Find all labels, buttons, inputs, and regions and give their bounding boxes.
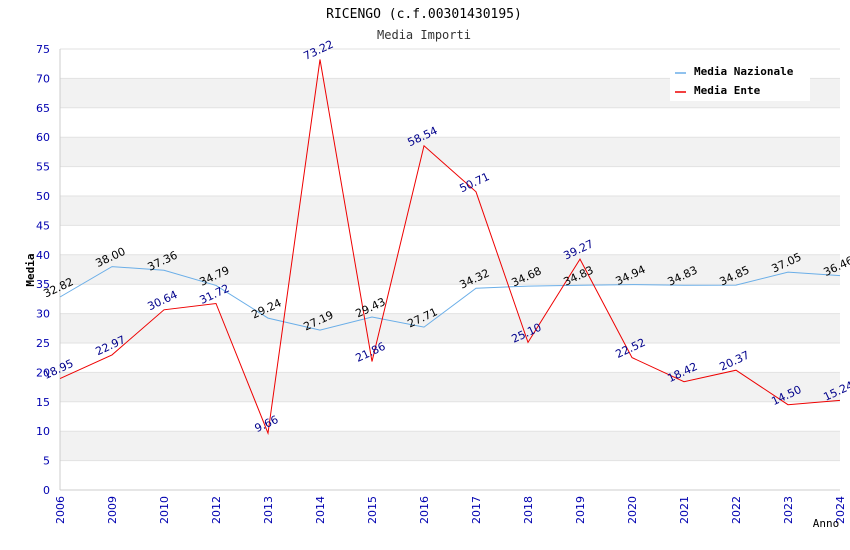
y-tick-label: 35 [36,278,50,291]
series-line-media-ente [59,59,841,436]
grid-band [60,254,840,285]
legend-label-nazionale: Media Nazionale [694,65,794,78]
y-tick-labels: 0 5 10 15 20 25 30 35 40 45 50 55 60 65 70 75 [36,43,50,497]
x-tick-label: 2024 [834,496,847,524]
grid-band [60,313,840,343]
data-label: 20.37 [717,348,751,373]
y-tick-label: 50 [36,190,50,203]
y-tick-label: 5 [43,455,50,468]
series-lines [59,59,841,436]
y-tick-label: 45 [36,219,50,232]
y-tick-label: 30 [36,308,50,321]
y-tick-label: 15 [36,396,50,409]
y-tick-label: 0 [43,484,50,497]
grid-band [60,137,840,167]
grid-lines [60,48,840,491]
grid-bands [60,78,840,461]
chart-subtitle: Media Importi [377,28,471,42]
x-tick-label: 2012 [210,496,223,524]
legend-label-ente: Media Ente [694,84,761,97]
x-tick-label: 2010 [158,496,171,524]
x-tick-label: 2016 [418,496,431,524]
grid-band [60,196,840,226]
chart-title: RICENGO (c.f.00301430195) [326,7,522,22]
data-label: 30.64 [145,288,179,313]
x-tick-label: 2022 [730,496,743,524]
x-tick-label: 2013 [262,496,275,524]
y-tick-label: 20 [36,366,50,379]
legend: Media Nazionale Media Ente [670,60,810,101]
x-tick-label: 2009 [106,496,119,524]
y-axis-label: Media [24,253,37,286]
data-label: 21.86 [353,340,387,365]
x-tick-label: 2015 [366,496,379,524]
x-tick-label: 2021 [678,496,691,524]
y-tick-label: 70 [36,72,50,85]
y-tick-label: 25 [36,337,50,350]
data-label: 50.71 [457,170,491,195]
x-tick-label: 2020 [626,496,639,524]
grid-band [60,431,840,461]
y-tick-label: 65 [36,102,50,115]
x-tick-label: 2019 [574,496,587,524]
x-tick-label: 2023 [782,496,795,524]
data-label: 73.22 [301,38,335,63]
x-tick-label: 2018 [522,496,535,524]
legend-box [670,60,810,101]
series-line-media-nazionale [59,266,841,331]
x-tick-label: 2006 [54,496,67,524]
y-tick-label: 10 [36,425,50,438]
y-tick-label: 75 [36,43,50,56]
x-axis-label: Anno [813,517,840,530]
y-tick-label: 55 [36,161,50,174]
y-tick-label: 40 [36,249,50,262]
x-tick-label: 2014 [314,496,327,524]
x-tick-label: 2017 [470,496,483,524]
x-tick-labels: 2006 2009 2010 2012 2013 2014 2015 2016 2017 2018… [54,496,847,524]
grid-band [60,372,840,402]
y-tick-label: 60 [36,131,50,144]
